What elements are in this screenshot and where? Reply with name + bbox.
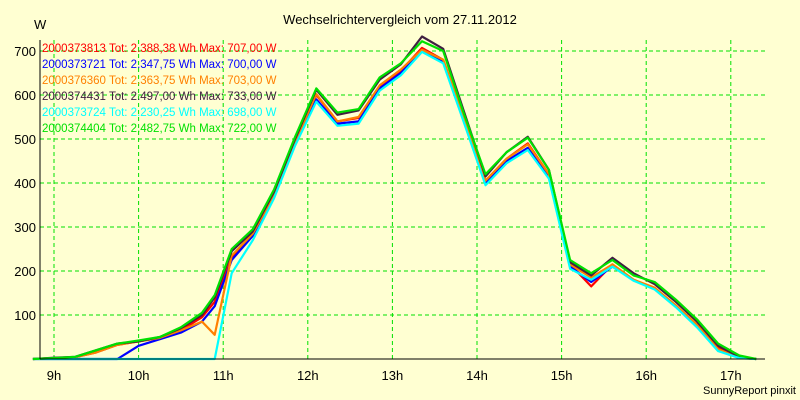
x-tick-label: 9h (47, 368, 61, 383)
legend-entry: 2000374404 Tot: 2.482,75 Wh Max: 722,00 … (42, 123, 277, 135)
legend-entry: 2000376360 Tot: 2.363,75 Wh Max: 703,00 … (42, 75, 277, 87)
legend-entry: 2000373724 Tot: 2.230,25 Wh Max: 698,00 … (42, 107, 277, 119)
legend-entry: 2000374431 Tot: 2.497,00 Wh Max: 733,00 … (42, 91, 277, 103)
x-tick-label: 16h (635, 368, 657, 383)
tick-labels: 100 200 300 400 500 600 700 9h 10h 11h 12h 13h 14h 15… (14, 44, 741, 383)
y-tick-label: 500 (14, 132, 36, 147)
x-tick-label: 14h (466, 368, 488, 383)
y-axis-label: W (34, 17, 47, 32)
x-tick-label: 10h (128, 368, 150, 383)
grid (40, 40, 765, 359)
legend-entry: 2000373721 Tot: 2.347,75 Wh Max: 700,00 … (42, 59, 277, 71)
legend-entry: 2000373813 Tot: 2.388,38 Wh Max: 707,00 … (42, 43, 277, 55)
series-lines (32, 35, 757, 361)
y-tick-label: 400 (14, 176, 36, 191)
x-tick-label: 11h (213, 368, 234, 383)
y-tick-label: 200 (14, 264, 36, 279)
x-tick-label: 13h (382, 368, 404, 383)
legend: 2000373813 Tot: 2.388,38 Wh Max: 707,00 … (42, 43, 277, 135)
series-line-5 (32, 40, 757, 361)
y-tick-label: 600 (14, 88, 36, 103)
chart-title: Wechselrichtervergleich vom 27.11.2012 (283, 12, 517, 27)
y-tick-label: 100 (14, 308, 36, 323)
x-tick-label: 15h (551, 368, 573, 383)
footer-credit: SunnyReport pinxit (703, 385, 796, 397)
x-tick-label: 17h (720, 368, 742, 383)
y-tick-label: 300 (14, 220, 36, 235)
y-tick-label: 700 (14, 44, 36, 59)
x-tick-label: 12h (297, 368, 319, 383)
axes (39, 40, 765, 360)
